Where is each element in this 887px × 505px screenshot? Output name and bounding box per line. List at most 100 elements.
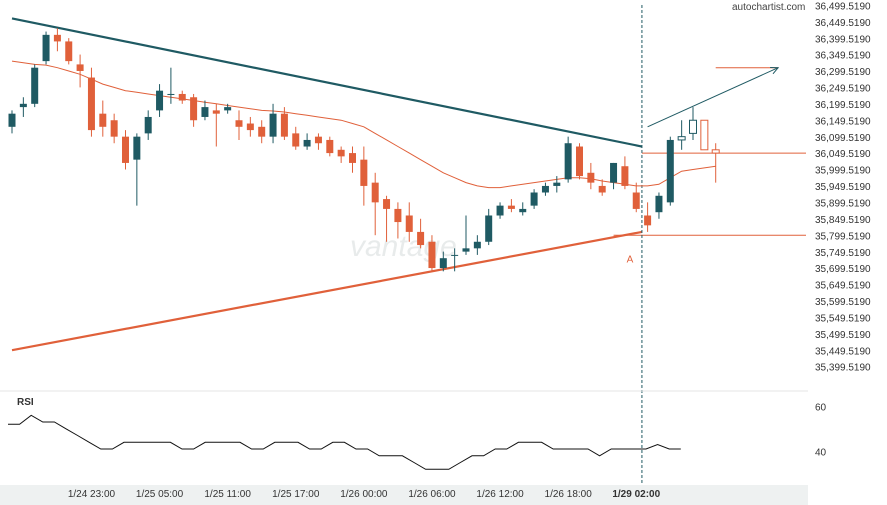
forecast-candle-body <box>700 119 709 151</box>
y-tick-label: 36,299.5190 <box>815 67 871 78</box>
candle-body <box>507 205 515 209</box>
candle-body <box>473 241 481 249</box>
y-tick-label: 35,699.5190 <box>815 264 871 275</box>
y-tick-label: 36,049.5190 <box>815 149 871 160</box>
x-tick-label: 1/26 06:00 <box>408 489 456 500</box>
watermark: vantage <box>350 230 457 263</box>
point-label-a: A <box>627 254 634 265</box>
candle-body <box>201 107 209 117</box>
candle-body <box>610 162 618 183</box>
candle-body <box>541 185 549 193</box>
candle-body <box>655 195 663 213</box>
candle-body <box>235 120 243 127</box>
candle-body <box>587 172 595 183</box>
candle-body <box>644 215 652 226</box>
y-tick-label: 36,199.5190 <box>815 100 871 111</box>
y-tick-label: 35,499.5190 <box>815 330 871 341</box>
candle-body <box>417 231 425 246</box>
candle-body <box>122 136 129 163</box>
y-tick-label: 35,649.5190 <box>815 281 871 292</box>
candle-body <box>31 67 39 104</box>
forecast-candle-body <box>711 149 720 154</box>
candle-body <box>405 215 413 232</box>
candle-body <box>462 248 470 252</box>
candle-body <box>485 215 493 242</box>
plot-layer: A <box>8 5 806 500</box>
candle-body <box>632 192 640 209</box>
candle-body <box>576 146 583 177</box>
candle-body <box>224 107 232 111</box>
y-tick-label: 35,899.5190 <box>815 199 871 210</box>
x-tick-label: 1/29 02:00 <box>612 489 660 500</box>
y-tick-label: 35,399.5190 <box>815 363 871 374</box>
y-tick-label: 35,749.5190 <box>815 248 871 259</box>
x-axis-band <box>0 485 808 505</box>
y-axis: 36,499.5190 36,449.5190 36,399.5190 36,349.… <box>815 1 871 373</box>
y-tick-label: 36,449.5190 <box>815 18 871 29</box>
candle-body <box>19 103 27 108</box>
candle-body <box>269 113 277 137</box>
rsi-tick-label: 60 <box>815 402 827 413</box>
y-tick-label: 36,249.5190 <box>815 84 871 95</box>
y-tick-label: 36,149.5190 <box>815 116 871 127</box>
candle-body <box>42 34 50 62</box>
candle-body <box>530 192 538 206</box>
candle-body <box>99 113 107 127</box>
candle-body <box>337 149 345 157</box>
x-tick-label: 1/26 12:00 <box>476 489 524 500</box>
y-tick-label: 35,849.5190 <box>815 215 871 226</box>
candle-body <box>360 159 368 186</box>
forecast-candle-body <box>689 119 697 134</box>
rsi-tick-label: 40 <box>815 447 827 458</box>
candle-body <box>167 93 175 95</box>
candle-body <box>371 182 379 203</box>
candle-body <box>326 139 334 154</box>
candle-body <box>428 241 436 269</box>
candle-body <box>76 64 84 71</box>
x-axis: 1/24 23:00 1/25 05:00 1/25 11:00 1/25 17:00… <box>0 485 808 505</box>
candle-body <box>349 153 356 163</box>
candle-body <box>156 90 164 111</box>
candle-body <box>110 120 118 137</box>
resistance-line <box>11 17 643 148</box>
candle-body <box>553 182 561 186</box>
candle-body <box>258 126 266 137</box>
forecast-candle-body <box>677 136 686 141</box>
x-tick-label: 1/26 00:00 <box>340 489 388 500</box>
candle-body <box>303 139 311 147</box>
candle-body <box>451 254 459 256</box>
x-tick-label: 1/26 18:00 <box>545 489 593 500</box>
rsi-panel: 60 40 <box>0 390 827 470</box>
candle-body <box>53 34 61 42</box>
y-tick-label: 36,099.5190 <box>815 133 871 144</box>
candle-body <box>439 258 447 269</box>
breakout-arrow-head <box>770 66 780 75</box>
brand-label: autochartist.com <box>732 2 805 13</box>
candle-body <box>87 77 95 131</box>
rsi-line <box>8 414 681 470</box>
x-tick-label: 1/25 17:00 <box>272 489 320 500</box>
rsi-title: RSI <box>17 397 34 408</box>
candle-body <box>190 97 198 121</box>
candle-body <box>8 113 16 127</box>
x-tick-label: 1/24 23:00 <box>68 489 116 500</box>
candle-body <box>496 205 504 216</box>
candle-body <box>666 139 674 203</box>
y-tick-label: 35,549.5190 <box>815 313 871 324</box>
moving-average-line <box>11 60 716 189</box>
y-tick-label: 36,349.5190 <box>815 51 871 62</box>
y-tick-label: 35,599.5190 <box>815 297 871 308</box>
candle-body <box>133 136 141 160</box>
x-tick-label: 1/25 11:00 <box>204 489 251 500</box>
y-tick-label: 35,799.5190 <box>815 231 871 242</box>
candle-body <box>564 143 572 180</box>
y-tick-label: 35,449.5190 <box>815 346 871 357</box>
candle-body <box>178 93 186 101</box>
y-tick-label: 36,499.5190 <box>815 1 871 12</box>
y-tick-label: 35,999.5190 <box>815 166 871 177</box>
candle-body <box>314 136 322 144</box>
breakout-arrow <box>647 67 779 128</box>
candle-body <box>394 208 402 223</box>
support-line <box>11 230 643 352</box>
